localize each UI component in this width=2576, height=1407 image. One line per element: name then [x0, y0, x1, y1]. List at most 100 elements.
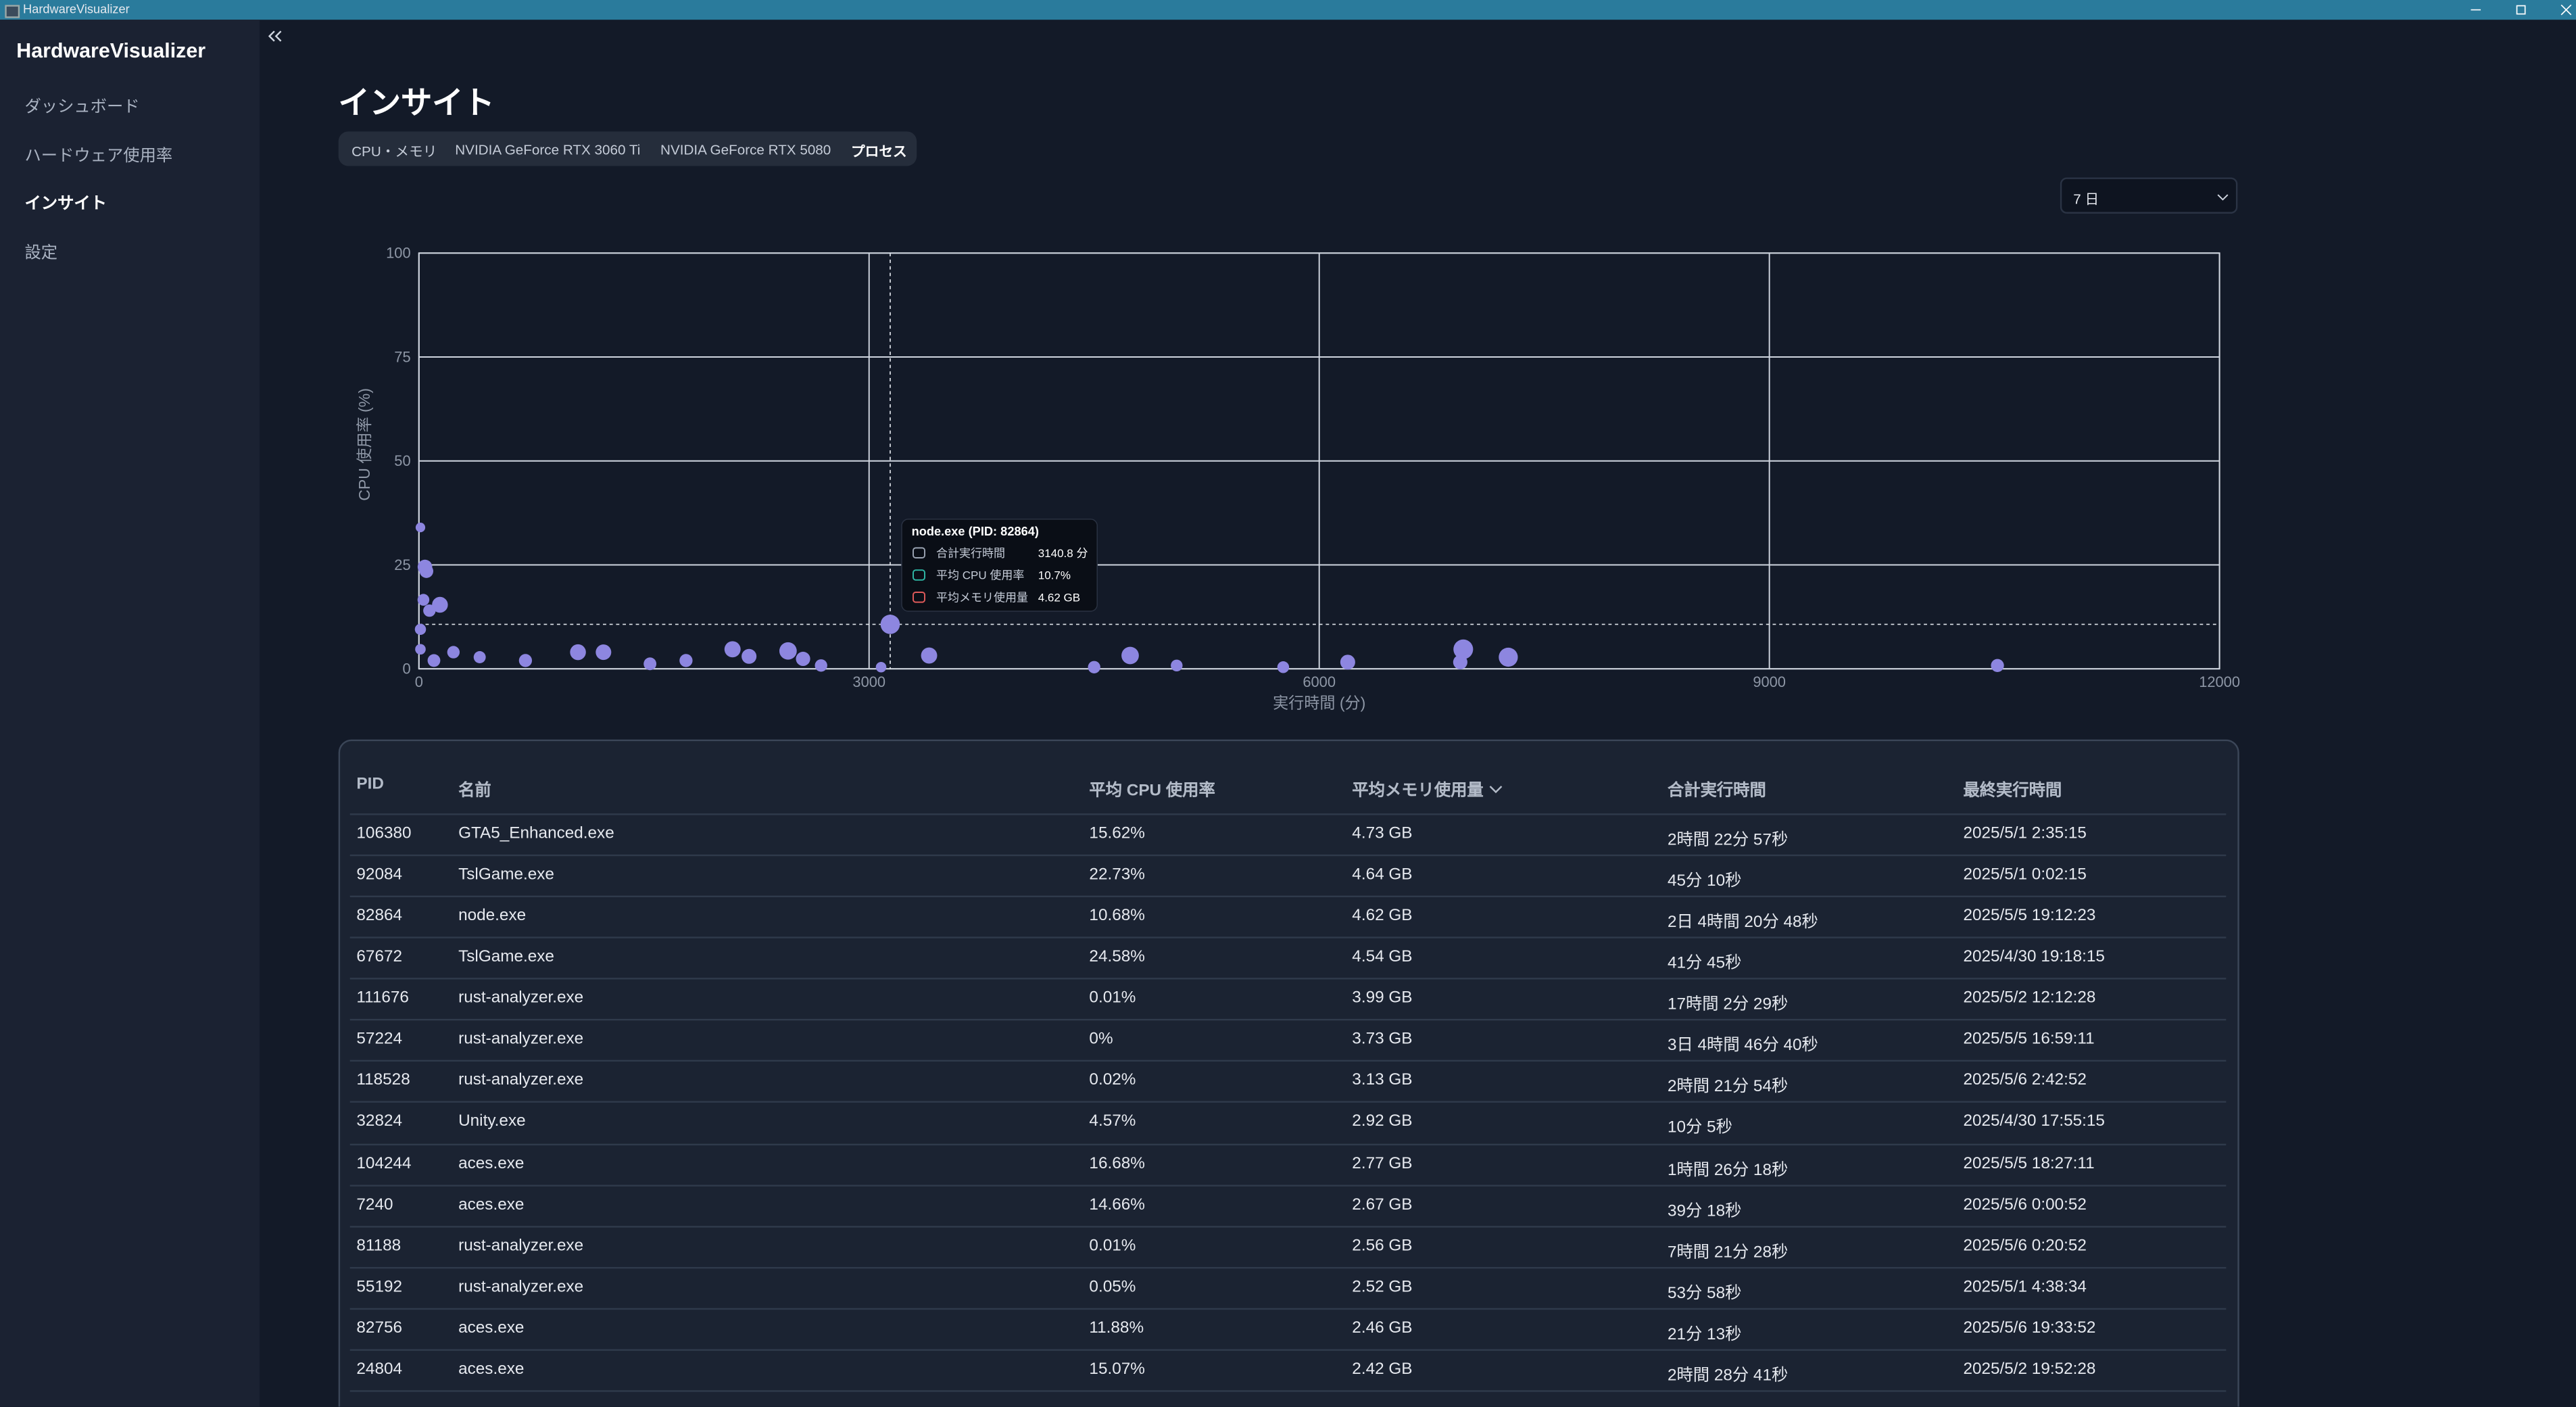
scatter-point — [432, 596, 448, 613]
nav-item[interactable]: 設定 — [24, 245, 58, 264]
table-cell: 14.66% — [1089, 1195, 1145, 1214]
tab[interactable]: CPU・メモリ — [351, 143, 437, 160]
scatter-point — [423, 604, 436, 617]
table-cell: 22.73% — [1089, 866, 1145, 884]
window-title: HardwareVisualizer — [23, 1, 130, 17]
tooltip-title: node.exe (PID: 82864) — [912, 525, 1039, 538]
table-cell: node.exe — [458, 907, 527, 926]
table-cell: 92084 — [356, 866, 403, 884]
table-cell: 2.42 GB — [1352, 1360, 1413, 1379]
scatter-point — [1340, 654, 1355, 670]
table-cell: 55192 — [356, 1278, 403, 1297]
page-title: インサイト — [338, 87, 495, 122]
period-select[interactable]: 7 日 — [2060, 177, 2238, 214]
collapse-button[interactable] — [266, 28, 286, 47]
table-cell: 1時間 26分 18秒 — [1667, 1161, 1789, 1179]
table-cell: TslGame.exe — [458, 866, 554, 884]
row-divider — [349, 1019, 2227, 1022]
table-cell: 4.64 GB — [1352, 866, 1413, 884]
row-divider — [349, 1225, 2227, 1227]
y-tick-label: 100 — [386, 245, 410, 262]
row-divider — [349, 813, 2227, 815]
table-cell: 11.88% — [1089, 1319, 1144, 1338]
table-cell: 0.05% — [1089, 1278, 1136, 1297]
nav-item[interactable]: ダッシュボード — [24, 98, 140, 117]
table-cell: 2025/5/6 19:33:52 — [1963, 1319, 2096, 1338]
table-cell: 2025/5/2 19:52:28 — [1963, 1360, 2096, 1379]
row-divider — [349, 1266, 2227, 1268]
table-cell: 2.52 GB — [1352, 1278, 1413, 1297]
table-cell: 81188 — [356, 1237, 402, 1256]
table-cell: rust-analyzer.exe — [458, 1030, 584, 1049]
scatter-point — [880, 615, 900, 634]
table-cell: 57224 — [356, 1030, 403, 1049]
scatter-point — [1991, 659, 2004, 672]
scatter-point — [815, 659, 827, 672]
table-cell: 2.46 GB — [1352, 1319, 1413, 1338]
table-cell: 106380 — [356, 825, 412, 843]
tooltip-value: 10.7% — [1038, 569, 1071, 582]
table-cell: 0.01% — [1089, 989, 1136, 1008]
tooltip-label: 平均 CPU 使用率 — [936, 569, 1024, 582]
scatter-point — [1121, 646, 1139, 665]
column-header: 合計実行時間 — [1667, 782, 1766, 801]
tooltip-label: 合計実行時間 — [936, 547, 1005, 560]
table-cell: 2025/5/6 0:00:52 — [1963, 1195, 2087, 1214]
tab[interactable]: NVIDIA GeForce RTX 5080 — [660, 141, 831, 158]
table-cell: 16.68% — [1089, 1154, 1145, 1173]
table-cell: 3.73 GB — [1352, 1030, 1413, 1049]
table-cell: 4.54 GB — [1352, 948, 1413, 967]
scatter-point — [417, 594, 430, 606]
y-tick-label: 50 — [394, 452, 410, 469]
table-cell: 4.73 GB — [1352, 825, 1413, 843]
scatter-point — [779, 642, 797, 660]
table-cell: 7時間 21分 28秒 — [1667, 1243, 1789, 1262]
table-cell: 2025/5/1 0:02:15 — [1963, 866, 2087, 884]
sort-icon[interactable] — [1488, 782, 1503, 795]
table-cell: 2025/5/2 12:12:28 — [1963, 989, 2096, 1008]
table-cell: 111676 — [356, 989, 409, 1008]
row-divider — [349, 1101, 2227, 1104]
table-cell: rust-analyzer.exe — [458, 989, 584, 1008]
window-controls[interactable] — [2456, 0, 2576, 20]
table-cell: 2.56 GB — [1352, 1237, 1413, 1256]
table-cell: 0.01% — [1089, 1237, 1136, 1256]
scatter-point — [679, 654, 693, 667]
table-cell: rust-analyzer.exe — [458, 1072, 584, 1091]
table-cell: 2025/5/1 4:38:34 — [1963, 1278, 2087, 1297]
row-divider — [349, 1184, 2227, 1186]
row-divider — [349, 1060, 2227, 1063]
table-cell: 0% — [1089, 1030, 1113, 1049]
table-cell: 2時間 22分 57秒 — [1667, 831, 1789, 850]
table-cell: 24.58% — [1089, 948, 1145, 967]
tooltip-label: 平均メモリ使用量 — [936, 590, 1028, 604]
y-tick-label: 75 — [394, 348, 410, 365]
table-cell: rust-analyzer.exe — [458, 1237, 584, 1256]
table-cell: 21分 13秒 — [1667, 1325, 1742, 1344]
table-cell: 17時間 2分 29秒 — [1667, 996, 1789, 1015]
nav-item[interactable]: ハードウェア使用率 — [24, 147, 173, 166]
table-cell: 2025/5/5 18:27:11 — [1963, 1154, 2095, 1173]
row-divider — [349, 1349, 2227, 1351]
scatter-point — [1088, 661, 1100, 673]
table-cell: 10.68% — [1089, 907, 1145, 926]
table-cell: aces.exe — [458, 1154, 525, 1173]
table-cell: 2時間 28分 41秒 — [1667, 1366, 1789, 1385]
column-header: 平均 CPU 使用率 — [1089, 782, 1215, 801]
scatter-point — [1277, 661, 1290, 673]
table-cell: 2時間 21分 54秒 — [1667, 1078, 1789, 1097]
tooltip-value: 3140.8 分 — [1038, 547, 1088, 560]
x-tick-label: 9000 — [1753, 673, 1786, 690]
scatter-point — [419, 564, 433, 578]
tab[interactable]: NVIDIA GeForce RTX 3060 Ti — [455, 141, 641, 158]
table-cell: 67672 — [356, 948, 403, 967]
nav-item[interactable]: インサイト — [24, 196, 107, 214]
y-axis-title: CPU 使用率 (%) — [356, 388, 373, 501]
table-cell: 7240 — [356, 1195, 393, 1214]
tab[interactable]: プロセス — [850, 143, 907, 160]
scatter-point — [643, 657, 657, 671]
chevron-icon — [2217, 194, 2229, 201]
table-cell: 2025/5/5 19:12:23 — [1963, 907, 2096, 926]
scatter-point — [875, 661, 887, 673]
table-cell: 2025/5/5 16:59:11 — [1963, 1030, 2095, 1049]
